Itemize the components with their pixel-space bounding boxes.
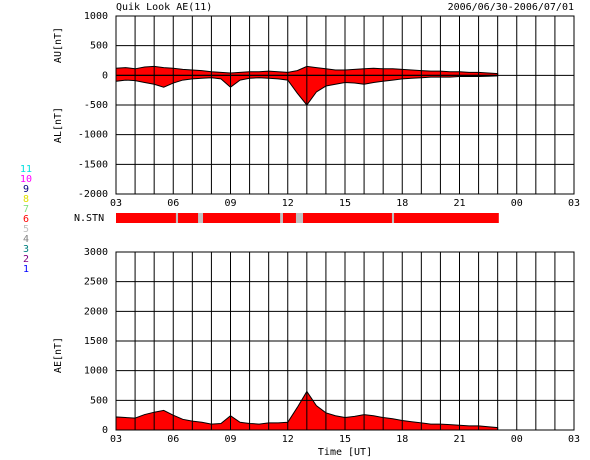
x-tick-label: 03 <box>568 434 580 445</box>
x-tick-label: 03 <box>568 198 580 209</box>
plot-frame <box>115 251 575 431</box>
x-tick-label: 21 <box>453 198 465 209</box>
title: Quik Look AE(11) <box>116 2 212 13</box>
legend-entry: 8 <box>23 194 29 205</box>
x-tick-label: 12 <box>282 434 294 445</box>
x-tick-label: 09 <box>224 434 236 445</box>
y-tick-label: 1500 <box>84 336 108 347</box>
x-tick-label: 21 <box>453 434 465 445</box>
legend-entry: 4 <box>23 234 29 245</box>
x-axis-label: Time [UT] <box>318 447 372 458</box>
legend-entry: 2 <box>23 254 29 265</box>
y-tick-label: 500 <box>90 41 108 52</box>
station-bar <box>116 213 499 223</box>
station-gap <box>198 213 204 223</box>
legend-entry: 5 <box>23 224 29 235</box>
y-tick-label: 0 <box>102 70 108 81</box>
plot-frame <box>115 15 575 195</box>
y-tick-label: 3000 <box>84 247 108 258</box>
x-tick-label: 12 <box>282 198 294 209</box>
station-label: N.STN <box>74 213 104 224</box>
y-axis-label: AL[nT] <box>53 107 64 143</box>
y-axis-label: AU[nT] <box>53 27 64 63</box>
x-tick-label: 03 <box>110 434 122 445</box>
x-tick-label: 09 <box>224 198 236 209</box>
y-tick-label: -500 <box>84 100 108 111</box>
x-tick-label: 06 <box>167 198 179 209</box>
y-tick-label: -2000 <box>78 189 108 200</box>
station-gap <box>280 213 283 223</box>
y-tick-label: 2000 <box>84 306 108 317</box>
x-tick-label: 00 <box>511 434 523 445</box>
x-tick-label: 15 <box>339 434 351 445</box>
legend-entry: 9 <box>23 184 29 195</box>
legend-entry: 11 <box>20 164 32 175</box>
x-tick-label: 18 <box>396 198 408 209</box>
legend-entry: 1 <box>23 264 29 275</box>
x-tick-label: 03 <box>110 198 122 209</box>
date-range: 2006/06/30-2006/07/01 <box>448 2 574 13</box>
y-axis-label: AE[nT] <box>53 337 64 373</box>
legend-entry: 6 <box>23 214 29 225</box>
y-tick-label: 2500 <box>84 277 108 288</box>
station-gap <box>295 213 304 223</box>
legend-entry: 7 <box>23 204 29 215</box>
x-tick-label: 00 <box>511 198 523 209</box>
y-tick-label: -1000 <box>78 130 108 141</box>
x-tick-label: 15 <box>339 198 351 209</box>
legend-entry: 10 <box>20 174 32 185</box>
y-tick-label: 1000 <box>84 366 108 377</box>
x-tick-label: 18 <box>396 434 408 445</box>
y-tick-label: 500 <box>90 395 108 406</box>
x-tick-label: 06 <box>167 434 179 445</box>
legend-entry: 3 <box>23 244 29 255</box>
y-tick-label: 1000 <box>84 11 108 22</box>
station-gap <box>175 213 179 223</box>
y-tick-label: -1500 <box>78 159 108 170</box>
y-tick-label: 0 <box>102 425 108 436</box>
station-gap <box>391 213 395 223</box>
